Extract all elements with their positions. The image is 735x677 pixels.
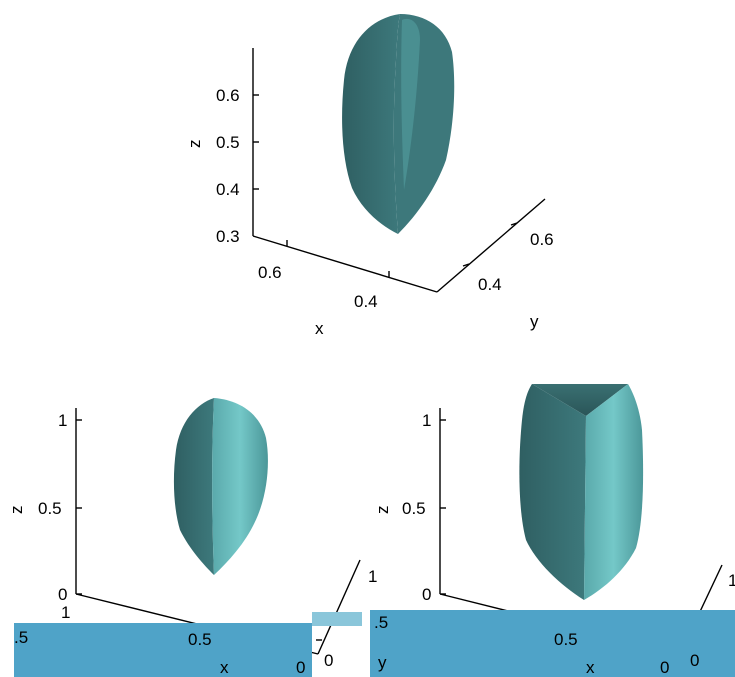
top-z-label: z [185,140,204,149]
top-y-label: y [530,312,539,331]
br-surface [519,384,644,600]
bl-y-tick-1: 0 [324,651,333,670]
bl-z-tick-2: 0.5 [38,499,62,518]
br-z-tick-1: 1 [422,411,431,430]
top-x-tick-2: 0.4 [354,292,378,311]
top-surface [342,14,455,234]
br-y-tick-2: 1 [728,571,735,590]
top-x-tick-1: 0.6 [258,263,282,282]
bl-y-tick-2: 1 [368,567,377,586]
br-x-label: x [586,658,595,677]
br-extra-tick: .5 [374,613,388,632]
top-y-tick-2: 0.6 [530,230,554,249]
bl-x-label: x [220,658,229,677]
overlay-band [14,610,735,677]
br-z-tick-2: 0.5 [402,499,426,518]
br-x-tick-3: 0 [660,658,669,677]
bl-extra-tick: .5 [14,628,28,647]
top-x-label: x [315,319,324,338]
top-z-tick-3: 0.4 [216,180,240,199]
top-plot: 0.6 0.5 0.4 0.3 z 0.6 0.4 x 0.4 0.6 y [185,14,554,338]
bottom-right-plot: 1 0.5 0 z 1 1 [373,384,735,655]
bl-x-tick-3: 0 [296,658,305,677]
br-z-tick-3: 0 [422,585,431,604]
br-z-label: z [373,506,392,515]
bottom-left-plot: 1 0.5 0 z 1 1 [7,398,377,655]
br-x-tick-2: 0.5 [554,630,578,649]
top-z-tick-4: 0.3 [216,227,240,246]
top-axes [252,48,546,293]
bl-surface [173,398,268,575]
bl-x-tick-2: 0.5 [188,630,212,649]
top-z-tick-1: 0.6 [216,86,240,105]
br-y-label: y [378,653,387,672]
bl-z-tick-3: 0 [58,585,67,604]
top-y-tick-1: 0.4 [478,275,502,294]
br-y-tick-1: 0 [690,651,699,670]
bl-z-label: z [7,506,26,515]
top-z-tick-2: 0.5 [216,133,240,152]
bl-x-tick-1: 1 [61,603,70,622]
bl-z-tick-1: 1 [58,411,67,430]
